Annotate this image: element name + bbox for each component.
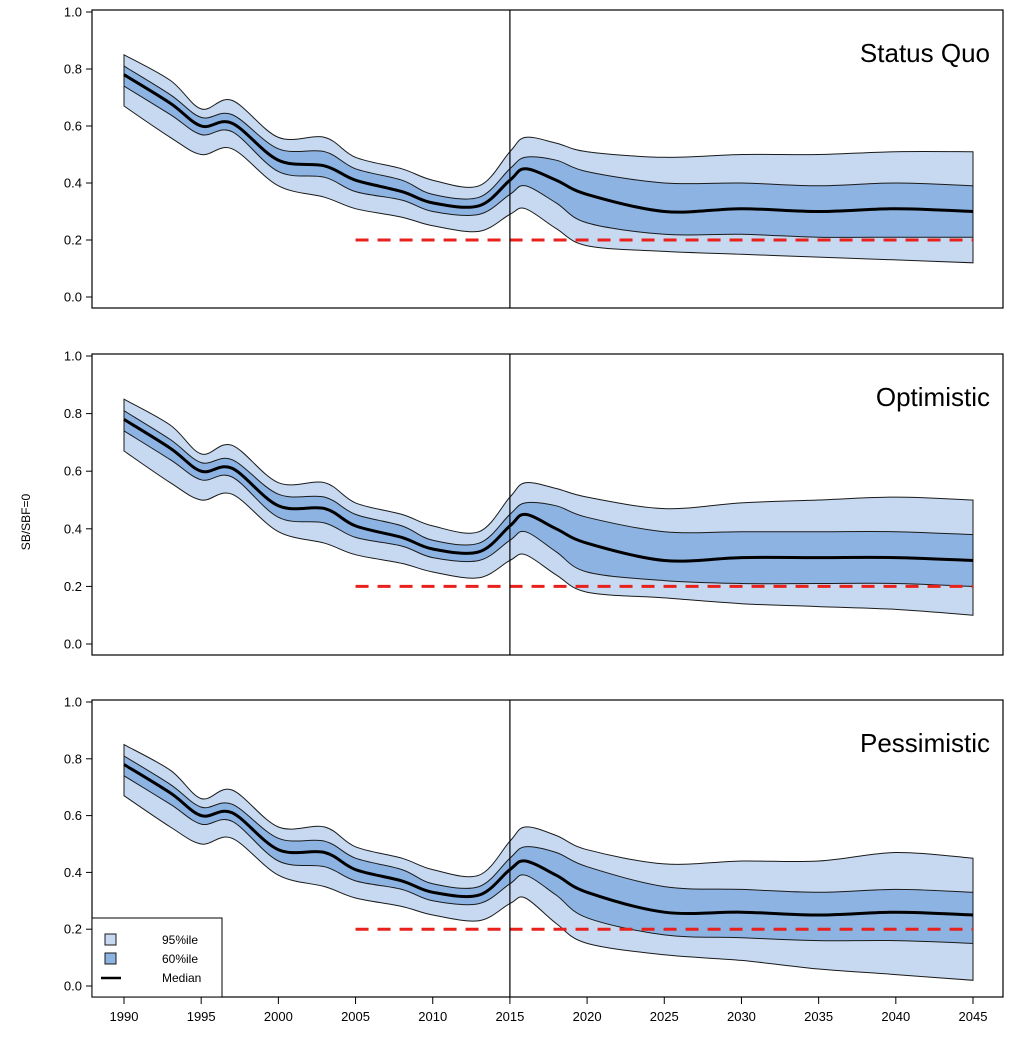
- y-tick-label: 0.4: [64, 865, 82, 880]
- y-tick-label: 0.0: [64, 637, 82, 652]
- y-tick-label: 0.2: [64, 233, 82, 248]
- panel-1: 0.0 0.2 0.4 0.6 0.8 1.0 Optimistic: [64, 349, 1004, 656]
- x-tick-label: 1995: [187, 1009, 216, 1024]
- y-tick-label: 0.6: [64, 464, 82, 479]
- legend-label: 95%ile: [162, 933, 198, 947]
- y-tick-label: 0.8: [64, 406, 82, 421]
- median-line: [123, 763, 974, 917]
- x-tick-label: 2000: [264, 1009, 293, 1024]
- y-tick-label: 0.4: [64, 521, 82, 536]
- x-tick-label: 2030: [727, 1009, 756, 1024]
- y-axis-label: SB/SBF=0: [19, 494, 33, 551]
- x-tick-label: 2025: [650, 1009, 679, 1024]
- panel-2: 0.0 0.2 0.4 0.6 0.8 1.0 Pessimistic: [64, 695, 1004, 998]
- y-tick-label: 0.0: [64, 979, 82, 994]
- y-tick-label: 0.8: [64, 62, 82, 77]
- x-tick-label: 2005: [341, 1009, 370, 1024]
- x-tick-label: 2010: [418, 1009, 447, 1024]
- panel-0: 0.0 0.2 0.4 0.6 0.8 1.0 Status Quo: [64, 5, 1004, 309]
- legend-label: 60%ile: [162, 952, 198, 966]
- y-tick-label: 0.6: [64, 119, 82, 134]
- median-line: [123, 73, 974, 214]
- panels-layer: 0.0 0.2 0.4 0.6 0.8 1.0 Status Quo 0.0 0.2 0.4 0.6…: [64, 5, 1004, 998]
- y-tick-label: 1.0: [64, 695, 82, 710]
- panel-frame: [91, 699, 1004, 998]
- panel-title: Pessimistic: [860, 728, 990, 758]
- legend: 95%ile 60%ile Median: [91, 917, 223, 998]
- y-tick-label: 0.2: [64, 579, 82, 594]
- panel-frame: [91, 9, 1004, 309]
- x-tick-label: 2040: [881, 1009, 910, 1024]
- band-60-percentile: [123, 755, 974, 944]
- y-tick-label: 1.0: [64, 5, 82, 20]
- x-tick-label: 2045: [959, 1009, 988, 1024]
- panel-title: Optimistic: [876, 382, 990, 412]
- y-tick-label: 0.0: [64, 290, 82, 305]
- band-60-percentile: [123, 65, 974, 238]
- y-tick-label: 0.6: [64, 808, 82, 823]
- panel-title: Status Quo: [860, 38, 990, 68]
- y-tick-label: 1.0: [64, 349, 82, 364]
- panel-frame: [91, 353, 1004, 656]
- legend-swatch: [104, 952, 117, 965]
- y-tick-label: 0.2: [64, 922, 82, 937]
- x-tick-label: 2015: [495, 1009, 524, 1024]
- x-tick-label: 2035: [804, 1009, 833, 1024]
- x-axis: 1990 1995 2000 2005 2010 2015 2020 2025 2030 2035…: [110, 997, 988, 1024]
- legend-label: Median: [162, 971, 201, 985]
- x-tick-label: 2020: [573, 1009, 602, 1024]
- x-tick-label: 1990: [110, 1009, 139, 1024]
- y-tick-label: 0.8: [64, 751, 82, 766]
- median-line: [123, 418, 974, 563]
- y-tick-label: 0.4: [64, 176, 82, 191]
- legend-swatch: [104, 933, 117, 946]
